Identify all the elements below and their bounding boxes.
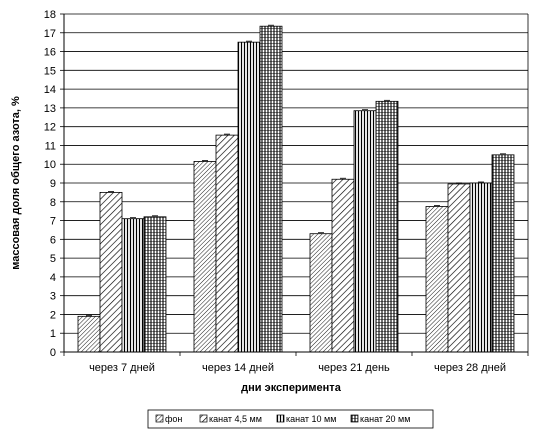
y-tick-label: 10 <box>44 159 56 171</box>
x-tick-label: через 28 дней <box>434 362 506 374</box>
legend-label: канат 20 мм <box>360 414 410 424</box>
bar-1-3 <box>259 25 283 353</box>
bar-2-1 <box>331 178 355 353</box>
bar-3-2 <box>469 182 493 353</box>
y-tick-label: 14 <box>44 84 56 96</box>
bar-0-2 <box>121 218 145 353</box>
y-tick-label: 0 <box>50 347 56 359</box>
y-tick-label: 2 <box>50 309 56 321</box>
y-tick-label: 1 <box>50 328 56 340</box>
y-tick-label: 3 <box>50 291 56 303</box>
bar-0-1 <box>99 191 123 353</box>
legend-label: фон <box>165 414 182 424</box>
bar-2-3 <box>375 100 399 353</box>
legend-swatch <box>199 414 208 423</box>
legend-swatch <box>350 414 359 423</box>
bar-3-0 <box>425 206 449 353</box>
legend-frame <box>147 409 434 429</box>
x-tick-label: через 21 день <box>318 362 390 374</box>
bar-1-2 <box>237 41 261 353</box>
y-tick-label: 16 <box>44 47 56 59</box>
bar-0-3 <box>143 216 167 353</box>
y-tick-label: 17 <box>44 28 56 40</box>
bar-1-0 <box>193 161 217 353</box>
y-axis-title: массовая доля общего азота, % <box>10 96 22 270</box>
y-tick-label: 8 <box>50 197 56 209</box>
bar-3-3 <box>491 154 515 353</box>
y-tick-label: 4 <box>50 272 56 284</box>
x-tick-label: через 7 дней <box>89 362 155 374</box>
legend-label: канат 4,5 мм <box>209 414 262 424</box>
y-tick-label: 11 <box>45 140 56 152</box>
legend-swatch <box>155 414 164 423</box>
y-tick-label: 12 <box>44 122 56 134</box>
y-tick-label: 9 <box>50 178 56 190</box>
bar-3-1 <box>447 183 471 353</box>
x-tick-label: через 14 дней <box>202 362 274 374</box>
y-tick-label: 18 <box>44 9 56 21</box>
legend-label: канат 10 мм <box>286 414 336 424</box>
bar-1-1 <box>215 134 239 353</box>
y-tick-label: 7 <box>50 216 56 228</box>
bars <box>77 24 515 353</box>
legend-swatch <box>276 414 285 423</box>
bar-2-0 <box>309 233 333 353</box>
axes <box>60 13 529 356</box>
y-tick-label: 6 <box>50 234 56 246</box>
x-axis-title: дни эксперимента <box>241 382 342 394</box>
y-tick-label: 5 <box>50 253 56 265</box>
y-tick-label: 15 <box>44 65 56 77</box>
bar-0-0 <box>77 315 101 353</box>
bar-2-2 <box>353 110 377 353</box>
legend: фон канат 4,5 мм канат 10 мм канат 20 мм <box>147 409 434 429</box>
y-tick-label: 13 <box>44 103 56 115</box>
